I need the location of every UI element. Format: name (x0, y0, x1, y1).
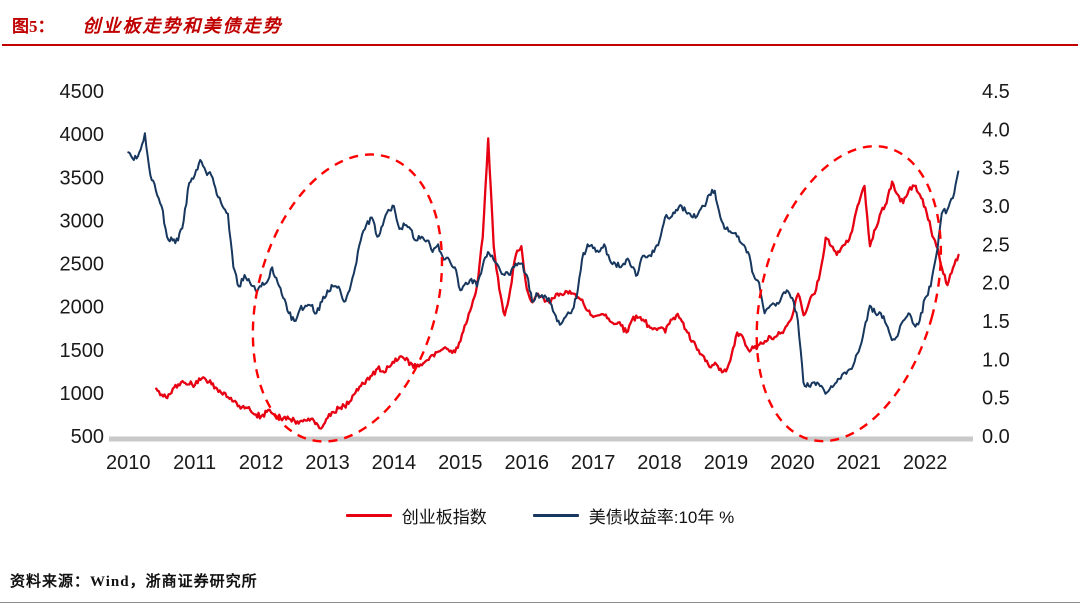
legend-label-chinext: 创业板指数 (401, 507, 487, 527)
figure-title: 创业板走势和美债走势 (82, 16, 283, 36)
x-axis-tick: 2015 (438, 452, 483, 474)
bottom-divider (0, 602, 1080, 603)
left-axis-tick: 1000 (60, 383, 105, 405)
figure-header: 图5： 创业板走势和美债走势 (2, 0, 1078, 46)
left-axis-tick: 1500 (60, 340, 105, 362)
left-axis-tick: 4500 (60, 81, 105, 103)
chinext-line-swatch (345, 513, 392, 517)
source-note: 资料来源：Wind，浙商证券研究所 (10, 574, 258, 590)
x-axis-tick: 2012 (239, 452, 284, 474)
x-axis-tick: 2018 (637, 452, 682, 474)
highlight-ellipse-1 (251, 153, 444, 443)
x-axis-tick: 2019 (704, 452, 749, 474)
highlight-ellipse-2 (755, 144, 943, 443)
x-axis-tick: 2017 (571, 452, 616, 474)
line-chart-canvas: 4500 4000 3500 3000 2500 2000 1500 1000 500 4.5 4.… (60, 81, 1010, 474)
legend-label-ust10y: 美债收益率:10年 % (588, 507, 735, 527)
legend-item-chinext: 创业板指数 (345, 503, 487, 528)
left-axis-tick: 3000 (60, 210, 105, 232)
right-axis-tick: 2.0 (982, 273, 1010, 295)
x-axis-tick: 2021 (837, 452, 882, 474)
right-axis-tick: 0.0 (982, 426, 1010, 448)
x-axis-tick: 2010 (106, 452, 151, 474)
right-axis-tick: 1.5 (982, 311, 1010, 333)
x-axis-tick: 2022 (903, 452, 948, 474)
right-axis-tick: 4.5 (982, 81, 1010, 103)
legend-item-ust10y: 美债收益率:10年 % (532, 503, 735, 528)
x-axis-tick: 2011 (173, 452, 216, 474)
x-axis-tick: 2016 (504, 452, 549, 474)
ust10y-yield-line (127, 132, 960, 395)
left-axis-tick: 3500 (60, 167, 105, 189)
right-axis-tick: 3.0 (982, 196, 1010, 218)
right-axis-tick: 3.5 (982, 158, 1010, 180)
left-axis-tick: 500 (71, 426, 104, 448)
x-axis-tick: 2014 (372, 452, 417, 474)
ust10y-line-swatch (532, 513, 579, 517)
left-axis-tick: 2000 (60, 297, 105, 319)
left-axis-tick: 4000 (60, 124, 105, 146)
x-axis-tick: 2013 (305, 452, 350, 474)
right-axis-tick: 2.5 (982, 234, 1010, 256)
left-axis-tick: 2500 (60, 254, 105, 276)
right-axis-tick: 4.0 (982, 119, 1010, 141)
chart-wrap: 4500 4000 3500 3000 2500 2000 1500 1000 500 4.5 4.… (0, 46, 1080, 496)
right-axis-tick: 0.5 (982, 388, 1010, 410)
chinext-index-line (155, 137, 960, 430)
right-axis-tick: 1.0 (982, 349, 1010, 371)
figure-label: 图5： (12, 17, 55, 36)
chart-legend: 创业板指数 美债收益率:10年 % (0, 502, 1080, 528)
x-axis-tick: 2020 (770, 452, 815, 474)
